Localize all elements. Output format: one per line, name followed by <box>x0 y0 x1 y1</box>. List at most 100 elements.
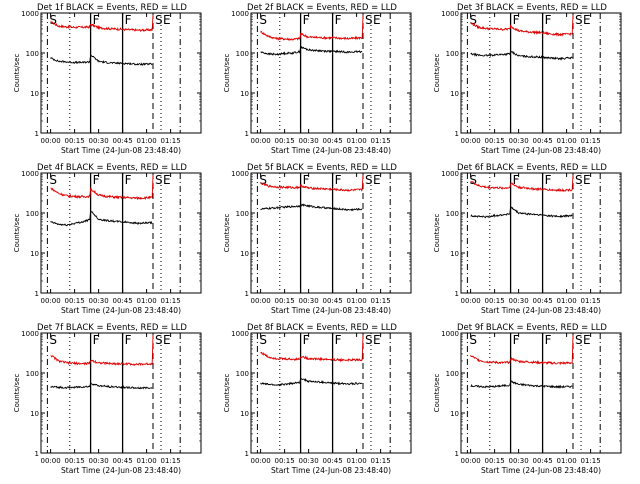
x-axis-label: Start Time (24-Jun-08 23:48:40) <box>481 466 601 475</box>
x-tick-label: 00:15 <box>65 297 85 305</box>
events-series-line <box>470 50 573 61</box>
y-tick-label: 10 <box>450 410 459 418</box>
lld-series-line <box>470 334 574 366</box>
event-marker-label: E <box>163 173 171 187</box>
x-tick-label: 00:45 <box>323 137 343 145</box>
x-tick-label: 01:15 <box>371 457 391 465</box>
x-axis-label: Start Time (24-Jun-08 23:48:40) <box>271 466 391 475</box>
y-tick-label: 1 <box>245 450 249 458</box>
y-tick-label: 1000 <box>441 170 459 178</box>
y-axis-label: Counts/sec <box>433 374 441 413</box>
x-axis-label: Start Time (24-Jun-08 23:48:40) <box>61 306 181 315</box>
y-tick-label: 10 <box>30 90 39 98</box>
x-tick-label: 00:00 <box>461 297 481 305</box>
y-tick-label: 1000 <box>231 330 249 338</box>
x-tick-label: 00:00 <box>461 137 481 145</box>
lld-series-line <box>260 174 364 192</box>
event-marker-label: S <box>259 333 267 347</box>
event-marker-label: S <box>155 173 163 187</box>
panel-title: Det 5f BLACK = Events, RED = LLD <box>247 163 397 173</box>
x-axis-label: Start Time (24-Jun-08 23:48:40) <box>271 146 391 155</box>
event-marker-label: S <box>49 333 57 347</box>
x-axis-label: Start Time (24-Jun-08 23:48:40) <box>481 306 601 315</box>
x-tick-label: 01:00 <box>137 297 157 305</box>
y-tick-label: 10 <box>450 90 459 98</box>
x-tick-label: 00:30 <box>299 297 319 305</box>
x-tick-label: 00:30 <box>89 457 109 465</box>
y-axis-label: Counts/sec <box>223 374 231 413</box>
y-tick-label: 1 <box>455 290 459 298</box>
x-tick-label: 00:45 <box>113 137 133 145</box>
event-marker-label: F <box>93 333 100 347</box>
x-tick-label: 01:15 <box>581 297 601 305</box>
x-tick-label: 01:00 <box>137 457 157 465</box>
x-tick-label: 00:00 <box>251 137 271 145</box>
y-tick-label: 1 <box>35 290 39 298</box>
events-series-line <box>50 54 153 66</box>
x-tick-label: 00:30 <box>89 297 109 305</box>
lld-series-line <box>50 174 154 201</box>
plot-frame <box>40 172 202 294</box>
event-marker-label: S <box>155 333 163 347</box>
y-tick-label: 1000 <box>21 10 39 18</box>
event-marker-label: F <box>513 333 520 347</box>
y-tick-label: 1 <box>245 290 249 298</box>
x-tick-label: 01:00 <box>557 137 577 145</box>
x-tick-label: 00:15 <box>485 457 505 465</box>
x-tick-label: 01:15 <box>581 457 601 465</box>
event-marker-label: S <box>365 173 373 187</box>
y-tick-label: 100 <box>236 50 249 58</box>
panel-title: Det 9f BLACK = Events, RED = LLD <box>457 323 607 333</box>
y-tick-label: 100 <box>446 50 459 58</box>
x-tick-label: 00:30 <box>509 457 529 465</box>
x-tick-label: 01:00 <box>347 297 367 305</box>
x-tick-label: 01:00 <box>557 457 577 465</box>
x-tick-label: 00:00 <box>41 137 61 145</box>
x-tick-label: 01:15 <box>161 297 181 305</box>
y-tick-label: 1 <box>245 130 249 138</box>
y-tick-label: 10 <box>240 250 249 258</box>
y-axis-label: Counts/sec <box>223 214 231 253</box>
event-marker-label: S <box>575 173 583 187</box>
panel-title: Det 8f BLACK = Events, RED = LLD <box>247 323 397 333</box>
panel-title: Det 1f BLACK = Events, RED = LLD <box>37 3 187 13</box>
y-tick-label: 1 <box>35 450 39 458</box>
y-tick-label: 10 <box>30 410 39 418</box>
x-tick-label: 00:00 <box>251 297 271 305</box>
event-marker-label: S <box>469 333 477 347</box>
x-tick-label: 00:00 <box>461 457 481 465</box>
x-tick-label: 00:45 <box>533 297 553 305</box>
lld-series-line <box>50 334 154 367</box>
y-tick-label: 10 <box>450 250 459 258</box>
y-tick-label: 100 <box>236 210 249 218</box>
x-tick-label: 00:30 <box>299 457 319 465</box>
event-marker-label: F <box>545 13 552 27</box>
y-tick-label: 1 <box>35 130 39 138</box>
plot-frame <box>40 332 202 454</box>
event-marker-label: S <box>365 13 373 27</box>
y-tick-label: 100 <box>26 50 39 58</box>
x-tick-label: 00:00 <box>41 297 61 305</box>
x-tick-label: 00:30 <box>509 137 529 145</box>
x-tick-label: 01:00 <box>347 457 367 465</box>
y-axis-label: Counts/sec <box>13 374 21 413</box>
lld-series-line <box>470 14 574 38</box>
x-axis-label: Start Time (24-Jun-08 23:48:40) <box>481 146 601 155</box>
plot-frame <box>460 12 622 134</box>
x-tick-label: 00:45 <box>533 137 553 145</box>
event-marker-label: E <box>373 173 381 187</box>
x-tick-label: 00:15 <box>485 297 505 305</box>
event-marker-label: S <box>365 333 373 347</box>
event-marker-label: F <box>303 173 310 187</box>
x-tick-label: 01:15 <box>161 457 181 465</box>
x-tick-label: 00:15 <box>275 137 295 145</box>
y-tick-label: 1000 <box>441 330 459 338</box>
y-tick-label: 100 <box>26 370 39 378</box>
x-axis-label: Start Time (24-Jun-08 23:48:40) <box>61 466 181 475</box>
y-tick-label: 1000 <box>21 330 39 338</box>
event-marker-label: F <box>513 173 520 187</box>
event-marker-label: S <box>469 173 477 187</box>
plot-frame <box>250 12 412 134</box>
x-tick-label: 00:45 <box>113 457 133 465</box>
